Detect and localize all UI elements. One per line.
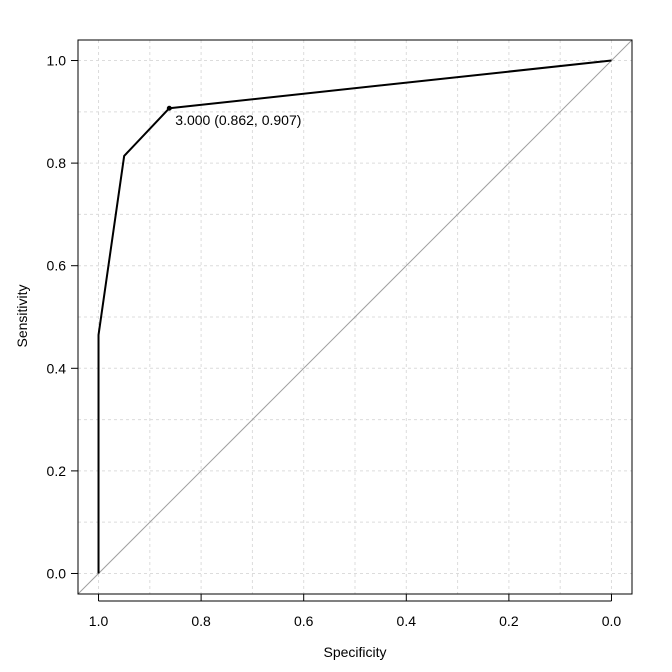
x-tick-label: 0.0 xyxy=(602,613,622,629)
roc-curve-line xyxy=(97,59,612,574)
plot-frame xyxy=(77,39,633,595)
highlight-points: 3.000 (0.862, 0.907) xyxy=(166,105,301,128)
y-tick-label: 1.0 xyxy=(47,53,67,69)
reference-diagonal xyxy=(77,39,633,595)
x-axis-label: Specificity xyxy=(323,644,386,660)
x-tick-label: 0.4 xyxy=(397,613,417,629)
y-tick-label: 0.2 xyxy=(47,463,67,479)
y-axis-label: Sensitivity xyxy=(14,284,30,347)
reference-diagonal-line xyxy=(77,39,633,595)
x-tick-label: 1.0 xyxy=(89,613,109,629)
threshold-annotation: 3.000 (0.862, 0.907) xyxy=(175,112,301,128)
y-tick-label: 0.6 xyxy=(47,258,67,274)
grid-lines xyxy=(78,40,632,594)
x-tick-label: 0.8 xyxy=(191,613,211,629)
y-tick-label: 0.8 xyxy=(47,155,67,171)
x-axis: 1.0 0.8 0.6 0.4 0.2 0.0 xyxy=(89,594,622,629)
threshold-point xyxy=(166,105,172,111)
roc-curve xyxy=(97,59,612,574)
y-tick-label: 0.4 xyxy=(47,360,67,376)
y-tick-label: 0.0 xyxy=(47,565,67,581)
x-tick-label: 0.2 xyxy=(499,613,519,629)
y-axis: 0.0 0.2 0.4 0.6 0.8 1.0 xyxy=(47,53,78,581)
x-tick-label: 0.6 xyxy=(294,613,314,629)
